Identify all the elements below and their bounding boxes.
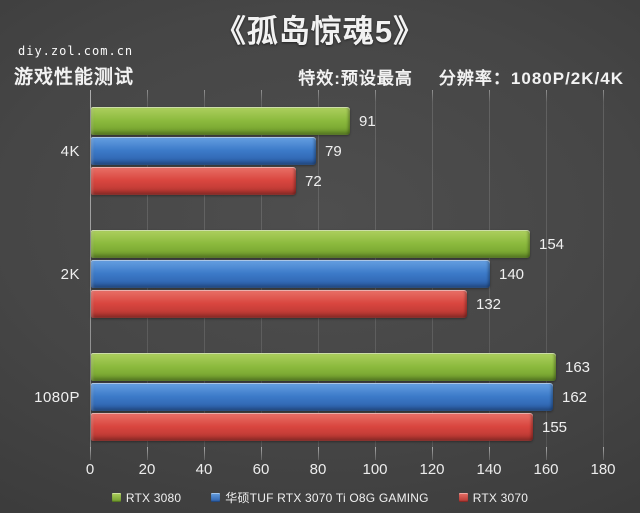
axis-tick xyxy=(546,447,547,460)
bar-value-label: 162 xyxy=(562,388,588,406)
bar xyxy=(91,353,556,381)
axis-tick xyxy=(147,447,148,460)
bar-value-label: 91 xyxy=(359,112,376,130)
bar xyxy=(91,230,530,258)
page-title: 《孤岛惊魂5》 xyxy=(214,14,426,49)
legend-swatch-icon xyxy=(458,493,468,502)
axis-tick xyxy=(432,447,433,460)
category-label: 1080P xyxy=(34,388,80,406)
chart-legend: RTX 3080 华硕TUF RTX 3070 Ti O8G GAMING RTX … xyxy=(0,489,640,506)
bar-value-label: 163 xyxy=(565,358,591,376)
axis-tick-label: 80 xyxy=(309,461,327,478)
axis-tick-label: 0 xyxy=(85,461,95,478)
axis-tick-label: 60 xyxy=(252,461,270,478)
axis-tick xyxy=(204,447,205,460)
bar-value-label: 155 xyxy=(542,418,568,436)
bar xyxy=(91,413,533,441)
chart-subtitle: 游戏性能测试 xyxy=(14,67,135,88)
gridline xyxy=(603,90,604,447)
axis-tick-label: 40 xyxy=(195,461,213,478)
legend-item: 华硕TUF RTX 3070 Ti O8G GAMING xyxy=(211,489,429,506)
legend-swatch-icon xyxy=(211,493,221,502)
bar-value-label: 154 xyxy=(539,235,565,253)
legend-item: RTX 3080 xyxy=(111,490,182,505)
legend-label: 华硕TUF RTX 3070 Ti O8G GAMING xyxy=(225,491,429,505)
legend-label: RTX 3080 xyxy=(125,490,182,505)
axis-tick xyxy=(318,447,319,460)
axis-tick xyxy=(90,447,91,460)
bar xyxy=(91,137,316,165)
bar xyxy=(91,107,350,135)
resolution-setting: 分辨率：1080P/2K/4K xyxy=(438,69,624,88)
gridline xyxy=(546,90,547,447)
legend-label: RTX 3070 xyxy=(472,490,529,505)
axis-tick-label: 100 xyxy=(362,461,388,478)
bar-value-label: 132 xyxy=(476,295,502,313)
axis-tick-label: 120 xyxy=(419,461,445,478)
bar xyxy=(91,290,467,318)
bar xyxy=(91,383,553,411)
test-settings: 特效:预设最高 分辨率：1080P/2K/4K xyxy=(298,64,624,89)
legend-item: RTX 3070 xyxy=(458,490,529,505)
category-label: 2K xyxy=(60,265,80,283)
axis-tick xyxy=(489,447,490,460)
axis-tick-label: 180 xyxy=(590,461,616,478)
category-label: 4K xyxy=(60,142,80,160)
bar-value-label: 72 xyxy=(305,172,322,190)
axis-tick-label: 160 xyxy=(533,461,559,478)
bar xyxy=(91,260,490,288)
effects-setting: 特效:预设最高 xyxy=(298,69,413,88)
legend-swatch-icon xyxy=(111,493,121,502)
bar xyxy=(91,167,296,195)
axis-tick-label: 140 xyxy=(476,461,502,478)
axis-tick xyxy=(603,447,604,460)
bar-value-label: 140 xyxy=(499,265,525,283)
site-watermark: diy.zol.com.cn xyxy=(18,44,134,58)
axis-tick xyxy=(261,447,262,460)
axis-tick xyxy=(375,447,376,460)
y-axis-line xyxy=(90,90,91,447)
bar-value-label: 79 xyxy=(325,142,342,160)
axis-tick-label: 20 xyxy=(138,461,156,478)
